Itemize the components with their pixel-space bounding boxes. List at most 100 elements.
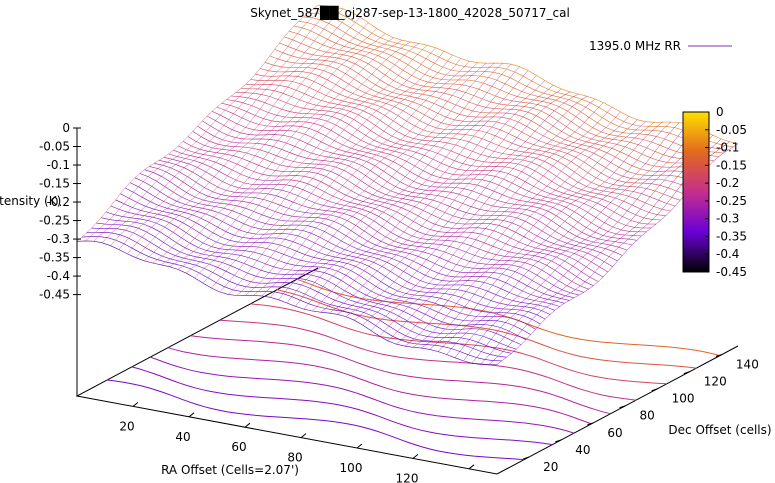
contour-line — [150, 356, 575, 434]
z-tick-label: -0.3 — [47, 232, 70, 246]
x-tick-label: 80 — [287, 451, 302, 465]
colorbar-tick-label: -0.1 — [716, 141, 739, 155]
surface-column-line — [177, 43, 419, 270]
x-tick-label: 40 — [175, 430, 190, 444]
z-axis-label: Intensity (K) — [0, 194, 61, 208]
legend: 1395.0 MHz RR — [589, 39, 732, 53]
z-tick-label: -0.2 — [47, 195, 70, 209]
surface-row-line — [231, 95, 652, 229]
x-tick-label: 120 — [396, 471, 419, 483]
surface-column-line — [471, 135, 713, 364]
surface-column-line — [135, 28, 377, 258]
y-tick-mark — [683, 371, 690, 375]
contour-line — [167, 347, 592, 425]
x-tick-mark — [468, 464, 475, 470]
y-tick-mark — [619, 405, 626, 409]
chart-title: Skynet_587██_oj287-sep-13-1800_42028_507… — [250, 5, 570, 20]
surface-column-line — [186, 45, 428, 274]
z-tick-label: -0.1 — [47, 158, 70, 172]
surface-column-line — [404, 121, 646, 347]
surface-row-line — [144, 169, 565, 304]
surface-column-line — [446, 124, 688, 355]
y-tick-label: 120 — [704, 375, 727, 389]
surface-column-line — [219, 58, 461, 293]
surface-column-line — [118, 16, 361, 250]
x-tick-label: 60 — [231, 440, 246, 454]
colorbar-tick-label: -0.05 — [716, 123, 747, 137]
contour-line — [107, 379, 525, 461]
surface-column-line — [286, 70, 529, 304]
colorbar-tick-label: -0.35 — [716, 229, 747, 243]
surface-column-line — [337, 93, 579, 315]
x-tick-label: 20 — [119, 419, 134, 433]
colorbar-tick-label: -0.2 — [716, 176, 739, 190]
surface-column-line — [438, 122, 680, 352]
x-axis-label: RA Offset (Cells=2.07') — [161, 463, 299, 477]
surface-column-line — [110, 12, 352, 246]
y-tick-mark — [587, 422, 594, 426]
surface-column-line — [211, 54, 453, 289]
x-tick-mark — [244, 422, 251, 428]
surface-column-line — [261, 63, 503, 297]
x-tick-label: 100 — [340, 461, 363, 475]
y-tick-labels: 20 40 60 80 100 120 140 — [522, 354, 759, 474]
colorbar-tick-label: -0.4 — [716, 247, 739, 261]
surface-row-line — [129, 182, 551, 315]
surface-row-line — [245, 84, 666, 216]
surface-column-line — [236, 62, 478, 296]
surface-column-line — [387, 116, 629, 341]
contour-line — [190, 335, 611, 415]
surface-column-line — [345, 95, 587, 317]
surface-column-line — [328, 91, 571, 314]
legend-label: 1395.0 MHz RR — [589, 39, 681, 53]
surface-column-line — [160, 39, 403, 266]
y-tick-mark — [651, 388, 658, 392]
y-axis-label: Dec Offset (cells) — [668, 423, 771, 437]
colorbar-tick-label: -0.15 — [716, 158, 747, 172]
z-tick-label: -0.4 — [47, 269, 70, 283]
surface-column-line — [370, 106, 613, 331]
x-tick-mark — [356, 443, 363, 449]
colorbar-tick-label: -0.3 — [716, 212, 739, 226]
surface-column-line — [278, 66, 520, 300]
colorbar-tick-label: -0.25 — [716, 194, 747, 208]
surface-column-line — [244, 63, 487, 296]
surface-column-line — [144, 33, 386, 261]
contour-line — [219, 319, 637, 401]
colorbar-gradient — [682, 111, 710, 273]
surface-column-line — [429, 121, 671, 350]
surface-column-line — [354, 98, 596, 321]
z-tick-label: -0.15 — [39, 177, 70, 191]
y-tick-label: 140 — [736, 358, 759, 372]
surface-row-line — [91, 227, 512, 354]
z-tick-label: -0.35 — [39, 251, 70, 265]
z-tick-label: -0.25 — [39, 214, 70, 228]
x-tick-label: 140 — [452, 482, 475, 483]
surface-column-line — [270, 64, 512, 298]
y-tick-label: 100 — [672, 392, 695, 406]
contour-lines — [107, 278, 721, 461]
z-tick-label: -0.45 — [39, 288, 70, 302]
x-tick-mark — [412, 454, 419, 459]
surface-column-line — [320, 88, 562, 313]
surface-row-line — [284, 36, 705, 171]
x-tick-mark — [132, 402, 139, 407]
surface-column-line — [194, 47, 436, 279]
surface-column-line — [312, 85, 554, 312]
surface-column-line — [76, 4, 319, 242]
surface-row-line — [221, 102, 642, 237]
contour-line — [131, 366, 553, 446]
colorbar-tick-label: 0 — [716, 105, 724, 119]
surface-column-line — [379, 111, 621, 337]
x-tick-labels: 20 40 60 80 100 120 140 — [119, 402, 474, 483]
surface-column-line — [412, 122, 655, 348]
base-plane-outline — [75, 267, 739, 475]
surface-column-line — [127, 22, 369, 255]
surface-column-line — [463, 130, 705, 362]
y-tick-mark — [715, 354, 723, 358]
surface-column-line — [480, 138, 722, 365]
y-tick-mark — [555, 439, 562, 443]
y-tick-label: 40 — [575, 443, 590, 457]
surface-column-line — [454, 127, 697, 358]
